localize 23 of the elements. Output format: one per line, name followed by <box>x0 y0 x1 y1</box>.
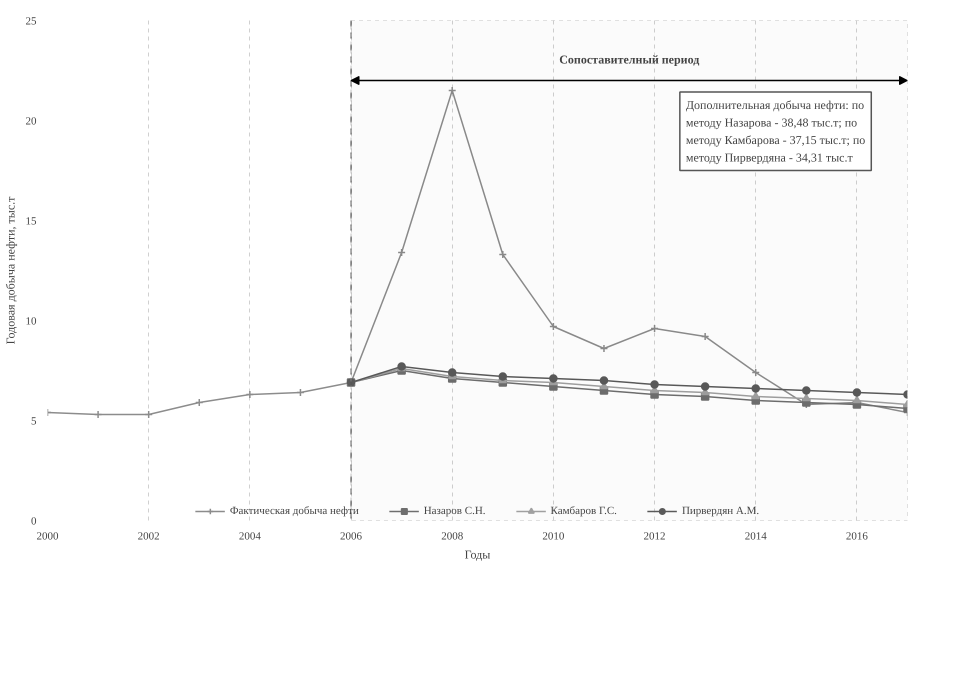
y-tick-label: 25 <box>26 16 37 28</box>
legend-label: Пирвердян А.М. <box>682 504 760 518</box>
legend-label: Фактическая добыча нефти <box>230 504 359 518</box>
legend-label: Назаров С.Н. <box>424 504 486 518</box>
x-tick-label: 2006 <box>340 530 363 542</box>
y-axis-title: Годовая добыча нефти, тыс.т <box>4 196 18 344</box>
x-tick-label: 2000 <box>36 530 59 542</box>
x-axis-title: Годы <box>464 548 490 562</box>
x-tick-label: 2002 <box>138 530 160 542</box>
y-tick-label: 5 <box>31 416 37 428</box>
x-tick-label: 2010 <box>542 530 565 542</box>
y-tick-label: 15 <box>26 216 37 228</box>
legend-label: Камбаров Г.С. <box>550 504 617 518</box>
band-label: Сопоставителный период <box>559 52 700 66</box>
annotation: Дополнительная добыча нефти: по методу Назарова - 38,48 тыс.т; по методу Камбарова - 37,15 тыс.т; по методу Пирвердяна - 34,31 тыс.т <box>686 98 866 164</box>
x-tick-label: 2012 <box>644 530 666 542</box>
x-tick-label: 2016 <box>846 530 868 542</box>
y-tick-label: 20 <box>26 116 37 128</box>
x-tick-label: 2004 <box>238 530 262 542</box>
x-tick-label: 2014 <box>744 530 768 542</box>
x-tick-label: 2008 <box>441 530 464 542</box>
y-tick-label: 0 <box>31 516 37 528</box>
y-tick-label: 10 <box>26 316 37 328</box>
